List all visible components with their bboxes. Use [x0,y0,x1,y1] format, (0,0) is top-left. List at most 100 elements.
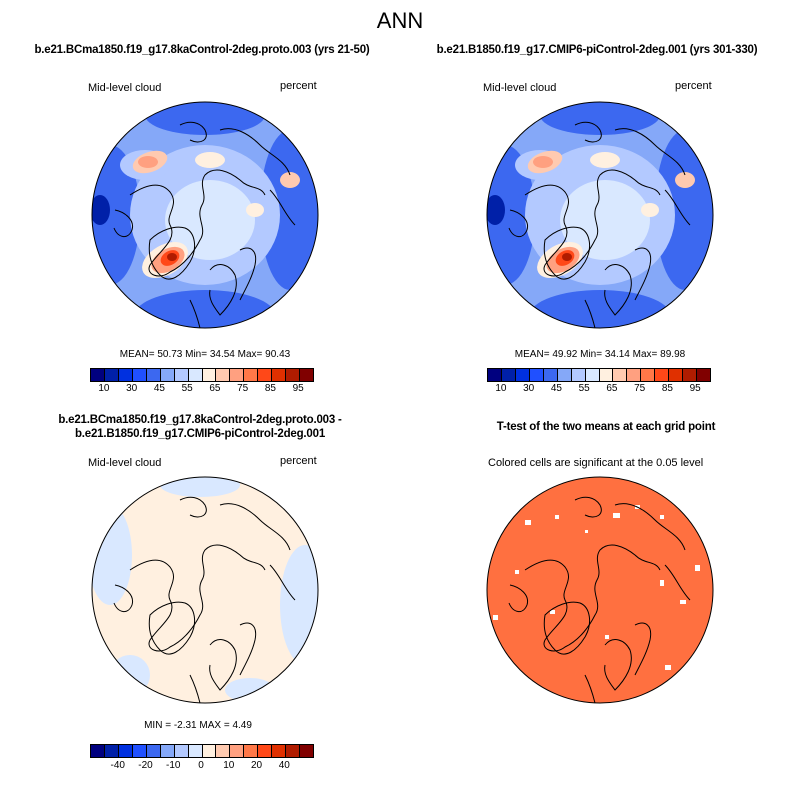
coastline [604,639,632,691]
coastline [508,584,529,612]
coastline [129,544,266,652]
panel1-units-label: percent [280,80,317,92]
nonsignificant-cell [665,665,671,670]
colorbar-swatch [557,369,572,381]
colorbar-tick-label: 0 [198,760,204,771]
panel2-stats: MEAN= 49.92 Min= 34.14 Max= 89.98 [514,349,686,360]
panel2-title: b.e21.B1850.f19_g17.CMIP6-piControl-2deg… [436,44,758,56]
nonsignificant-cell [660,580,664,586]
colorbar-swatch [300,369,313,381]
colorbar-swatch [146,369,161,381]
colorbar-tick-label: 10 [223,760,235,771]
coastline [113,584,134,612]
panel3-stats: MIN = -2.31 MAX = 4.49 [144,720,252,731]
colorbar-swatch [571,369,586,381]
map-contour-region [675,172,695,188]
panel2-colorbar-ticks: 10 30 45 55 65 75 85 95 [487,383,709,397]
map-contour-region [655,130,713,290]
colorbar-swatch [230,369,245,381]
colorbar-tick-label: 30 [126,383,138,394]
nonsignificant-cell [493,615,498,620]
map-boundary [91,101,319,329]
coastline [239,247,257,301]
colorbar-swatch [118,745,133,757]
colorbar-tick-label: 55 [181,383,193,394]
colorbar-swatch [216,369,231,381]
colorbar-swatch [230,745,245,757]
colorbar-swatch [188,369,203,381]
colorbar-tick-label: 10 [98,383,110,394]
coastline [219,128,291,176]
coastline [614,503,686,551]
colorbar-tick-label: 75 [237,383,249,394]
colorbar-swatch [300,745,313,757]
colorbar-swatch [697,369,710,381]
coastline [508,209,529,237]
panel1-title: b.e21.BCma1850.f19_g17.8kaControl-2deg.p… [34,44,370,56]
coastline [543,226,591,280]
colorbar-swatch [529,369,544,381]
coastline [604,264,632,316]
colorbar-swatch [515,369,530,381]
colorbar-swatch [174,369,189,381]
colorbar-swatch [104,369,119,381]
colorbar-swatch [599,369,614,381]
colorbar-swatch [585,369,600,381]
map-contour-region [280,172,300,188]
colorbar-swatch [669,369,684,381]
panel3-variable-label: Mid-level cloud [88,457,162,469]
colorbar-swatch [488,369,502,381]
colorbar-swatch [286,369,301,381]
nonsignificant-cell [515,570,519,574]
colorbar-swatch [244,745,259,757]
coastline [664,189,691,226]
coastline [179,121,207,143]
coastline [189,674,201,703]
colorbar-swatch [258,745,273,757]
coastline [209,639,237,691]
colorbar-swatch [118,369,133,381]
colorbar-swatch [244,369,259,381]
colorbar-swatch [655,369,670,381]
nonsignificant-cell [605,635,609,639]
colorbar-swatch [627,369,642,381]
nonsignificant-cell [613,513,620,518]
colorbar-swatch [146,745,161,757]
map-contour-region [167,253,177,261]
map-contour-region [165,180,255,260]
colorbar-tick-label: 45 [550,383,562,394]
panel3-units-label: percent [280,455,317,467]
colorbar-swatch [202,369,217,381]
map-contour-region [533,156,553,168]
colorbar-swatch [202,745,217,757]
coastline [179,496,207,518]
coastline [574,496,602,518]
colorbar-swatch [132,369,147,381]
map-contour-region [590,152,620,168]
map-contour-region [560,180,650,260]
map-contour-region [92,195,110,225]
panel1-variable-label: Mid-level cloud [88,82,162,94]
colorbar-swatch [91,745,105,757]
colorbar-tick-label: 45 [153,383,165,394]
coastline [524,544,661,652]
panel3-title: b.e21.BCma1850.f19_g17.8kaControl-2deg.p… [58,414,342,440]
colorbar-tick-label: 30 [523,383,535,394]
coastline [574,121,602,143]
map-contour-region [641,203,659,217]
colorbar-tick-label: 20 [250,760,263,771]
coastline [543,601,591,655]
colorbar-swatch [160,369,175,381]
map-contour-region [138,156,158,168]
panel1-colorbar-ticks: 10 30 45 55 65 75 85 95 [90,383,312,397]
colorbar-swatch [132,745,147,757]
panel3-colorbar [90,744,314,758]
map-contour-region [260,130,318,290]
colorbar-swatch [543,369,558,381]
panel2-polar-map [486,101,714,329]
coastline [584,674,596,703]
panel1-polar-map [91,101,319,329]
colorbar-tick-label: -10 [166,760,181,771]
coastline [129,169,266,277]
panel2-variable-label: Mid-level cloud [483,82,557,94]
